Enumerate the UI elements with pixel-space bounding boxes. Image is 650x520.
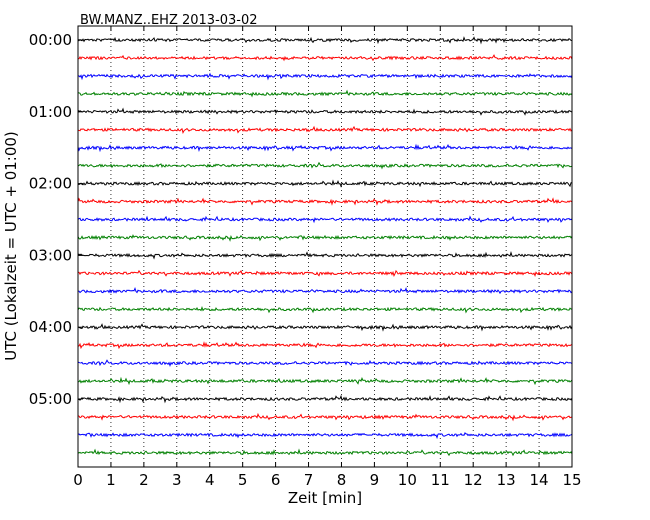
x-tick-label: 13 — [497, 471, 516, 489]
trace-0045 — [77, 89, 573, 98]
trace-0515 — [77, 412, 573, 422]
trace-0415 — [77, 341, 573, 350]
chart-title: BW.MANZ..EHZ 2013-03-02 — [80, 13, 258, 28]
trace-0130 — [77, 143, 573, 153]
trace-0500 — [77, 394, 573, 404]
plot-background — [78, 26, 572, 467]
x-tick-label: 1 — [106, 471, 116, 489]
x-tick-label: 2 — [139, 471, 149, 489]
trace-0245 — [77, 234, 573, 242]
x-tick-label: 11 — [431, 471, 450, 489]
trace-0545 — [77, 448, 573, 457]
x-tick-label: 7 — [304, 471, 314, 489]
x-tick-label: 4 — [205, 471, 215, 489]
y-tick-label: 02:00 — [29, 175, 72, 193]
trace-0300 — [77, 250, 573, 260]
y-tick-label: 04:00 — [29, 318, 72, 336]
trace-0000 — [77, 36, 573, 45]
x-tick-label: 3 — [172, 471, 182, 489]
trace-0145 — [77, 161, 573, 170]
x-tick-label: 12 — [464, 471, 483, 489]
trace-0015 — [77, 54, 573, 62]
trace-0315 — [77, 269, 573, 278]
trace-0030 — [77, 72, 573, 81]
x-tick-label: 15 — [562, 471, 581, 489]
x-tick-label: 6 — [271, 471, 281, 489]
y-tick-label: 01:00 — [29, 103, 72, 121]
trace-0330 — [77, 287, 573, 295]
trace-0430 — [77, 359, 573, 367]
plot-frame — [77, 25, 573, 468]
trace-0215 — [77, 197, 573, 206]
plot-area: 0 1 2 3 4 5 6 7 8 9 10 11 12 13 14 15 00:0001:0002:0003… — [29, 25, 582, 489]
trace-0530 — [77, 432, 573, 440]
x-tick-label: 9 — [370, 471, 380, 489]
y-tick-label: 03:00 — [29, 246, 72, 264]
x-tick-label: 8 — [337, 471, 347, 489]
trace-0400 — [77, 323, 573, 332]
trace-0115 — [77, 125, 573, 134]
y-axis-ticks: 00:00 01:00 02:00 03:00 04:00 05:00 — [29, 31, 83, 408]
trace-0230 — [77, 215, 573, 224]
x-tick-label: 10 — [398, 471, 417, 489]
x-tick-label: 5 — [238, 471, 248, 489]
x-tick-label: 0 — [73, 471, 83, 489]
vertical-gridlines — [110, 26, 540, 467]
y-tick-label: 05:00 — [29, 390, 72, 408]
seismic-traces — [77, 36, 573, 457]
y-tick-label: 00:00 — [29, 31, 72, 49]
trace-0445 — [77, 376, 573, 386]
x-axis-label: Zeit [min] — [288, 489, 362, 507]
trace-0100 — [77, 107, 573, 116]
trace-0345 — [77, 306, 573, 314]
x-axis-ticks: 0 1 2 3 4 5 6 7 8 9 10 11 12 13 14 15 — [73, 26, 582, 489]
trace-0200 — [77, 179, 573, 188]
x-tick-label: 14 — [530, 471, 549, 489]
y-axis-label: UTC (Lokalzeit = UTC + 01:00) — [2, 131, 20, 361]
